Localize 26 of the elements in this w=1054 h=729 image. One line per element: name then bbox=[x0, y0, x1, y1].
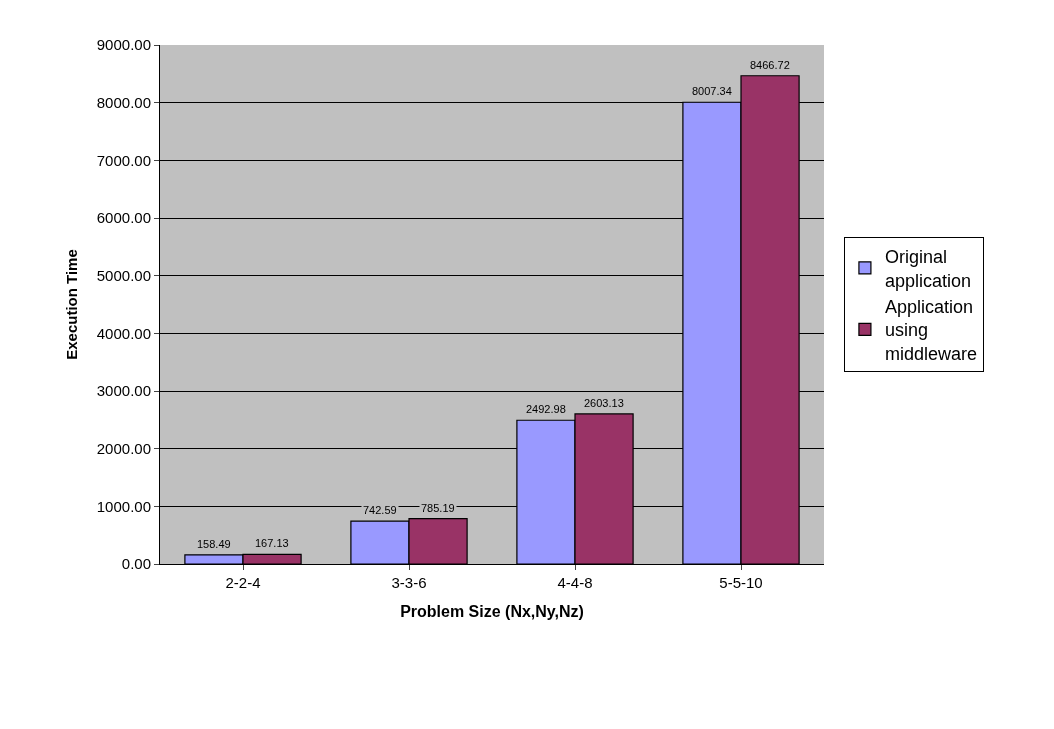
y-tick-label: 4000.00 bbox=[96, 324, 151, 342]
x-tick-label: 4-4-8 bbox=[557, 574, 593, 591]
legend-label: Application using middleware bbox=[884, 297, 977, 364]
data-label: 785.19 bbox=[421, 502, 455, 514]
x-axis-title: Problem Size (Nx,Ny,Nz) bbox=[400, 602, 584, 620]
data-label: 2603.13 bbox=[584, 397, 624, 409]
x-tick-label: 5-5-10 bbox=[719, 574, 763, 591]
legend-label: Original application bbox=[884, 247, 971, 291]
y-axis-title: Execution Time bbox=[63, 249, 81, 360]
y-tick-label: 7000.00 bbox=[96, 151, 151, 169]
x-tick-label: 3-3-6 bbox=[391, 574, 427, 591]
y-tick-label: 9000.00 bbox=[96, 36, 151, 54]
y-tick-label: 5000.00 bbox=[96, 266, 151, 284]
data-label: 158.49 bbox=[197, 538, 231, 550]
y-tick-label: 1000.00 bbox=[96, 497, 151, 515]
data-label: 8007.34 bbox=[692, 85, 732, 97]
y-tick-label: 2000.00 bbox=[96, 439, 151, 457]
y-tick-label: 8000.00 bbox=[96, 93, 151, 111]
data-label: 167.13 bbox=[255, 537, 289, 549]
y-tick-label: 3000.00 bbox=[96, 382, 151, 400]
y-tick-label: 0.00 bbox=[121, 555, 151, 573]
data-label: 742.59 bbox=[363, 504, 397, 516]
y-tick-label: 6000.00 bbox=[96, 209, 151, 227]
x-tick-label: 2-2-4 bbox=[225, 574, 261, 591]
data-label: 2492.98 bbox=[526, 403, 566, 415]
data-label: 8466.72 bbox=[750, 59, 790, 71]
